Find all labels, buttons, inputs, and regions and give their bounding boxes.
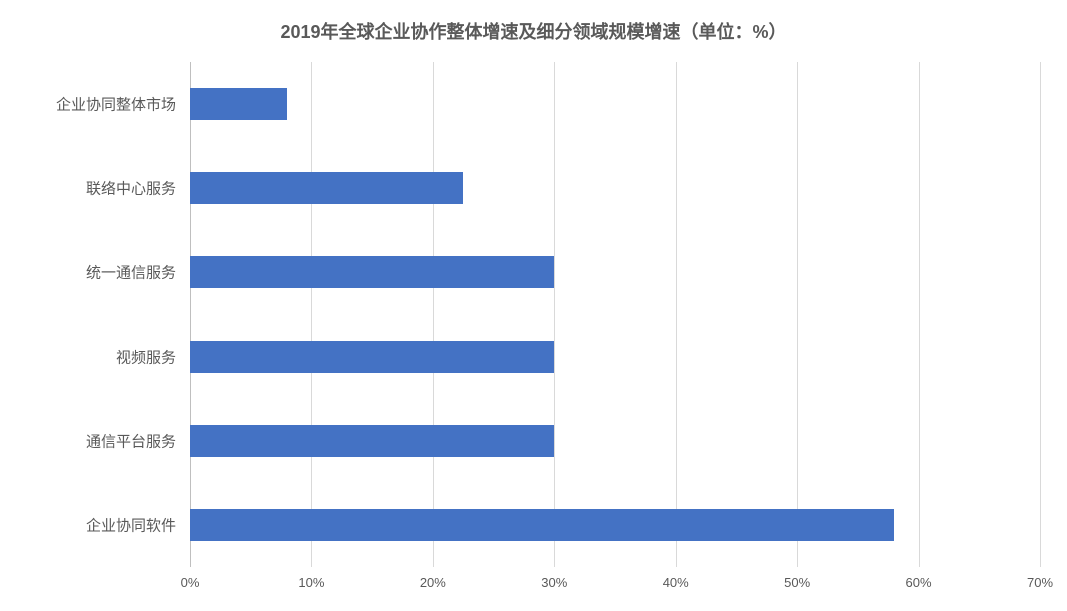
chart-container: 2019年全球企业协作整体增速及细分领域规模增速（单位：%） 0%10%20%3… [0, 0, 1067, 611]
gridline [433, 62, 434, 567]
bar [190, 256, 554, 288]
gridline [311, 62, 312, 567]
y-category-label: 企业协同整体市场 [56, 94, 176, 115]
gridline [919, 62, 920, 567]
plot-area: 0%10%20%30%40%50%60%70% [190, 62, 1040, 567]
x-tick-label: 50% [784, 575, 810, 590]
x-tick-label: 10% [298, 575, 324, 590]
gridline [797, 62, 798, 567]
chart-title: 2019年全球企业协作整体增速及细分领域规模增速（单位：%） [0, 18, 1067, 44]
y-category-label: 通信平台服务 [86, 430, 176, 451]
y-category-label: 联络中心服务 [86, 178, 176, 199]
y-axis-baseline [190, 62, 191, 567]
x-tick-label: 40% [663, 575, 689, 590]
gridline [1040, 62, 1041, 567]
y-category-label: 视频服务 [116, 346, 176, 367]
x-tick-label: 20% [420, 575, 446, 590]
bar [190, 341, 554, 373]
bar [190, 172, 463, 204]
x-tick-label: 0% [181, 575, 200, 590]
bar [190, 509, 894, 541]
y-category-label: 企业协同软件 [86, 514, 176, 535]
bar [190, 88, 287, 120]
bar [190, 425, 554, 457]
y-category-label: 统一通信服务 [86, 262, 176, 283]
x-tick-label: 70% [1027, 575, 1053, 590]
x-tick-label: 30% [541, 575, 567, 590]
x-tick-label: 60% [906, 575, 932, 590]
gridline [554, 62, 555, 567]
gridline [676, 62, 677, 567]
